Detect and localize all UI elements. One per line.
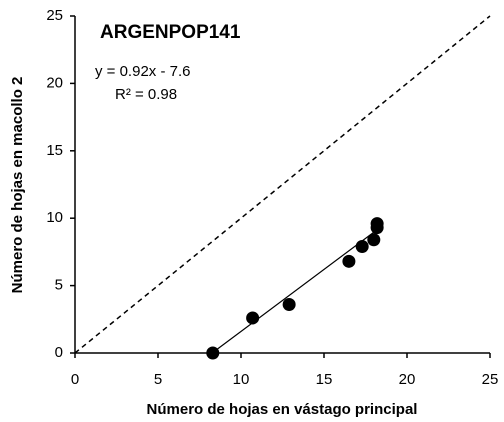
chart-title: ARGENPOP141 — [100, 22, 241, 43]
y-tick-label: 25 — [46, 7, 63, 24]
point — [367, 233, 381, 247]
x-tick-label: 10 — [233, 371, 250, 388]
point — [342, 254, 356, 268]
x-axis-label: Número de hojas en vástago principal — [147, 401, 418, 418]
trend-line — [212, 229, 378, 353]
y-tick-label: 0 — [55, 344, 63, 361]
r-squared: R² = 0.98 — [115, 86, 177, 103]
x-tick-label: 5 — [154, 371, 162, 388]
y-tick-label: 10 — [46, 209, 63, 226]
point — [206, 346, 220, 360]
point — [282, 297, 296, 311]
point — [246, 311, 260, 325]
identity-line — [74, 15, 491, 354]
y-tick-label: 15 — [46, 142, 63, 159]
x-tick-label: 15 — [316, 371, 333, 388]
x-tick-label: 25 — [482, 371, 499, 388]
equation: y = 0.92x - 7.6 — [95, 63, 190, 80]
x-tick-label: 20 — [399, 371, 416, 388]
y-tick-label: 20 — [46, 74, 63, 91]
point — [355, 240, 369, 254]
x-tick-label: 0 — [71, 371, 79, 388]
point — [370, 217, 384, 231]
y-tick-label: 5 — [55, 277, 63, 294]
y-axis-label: Número de hojas en macollo 2 — [9, 77, 26, 294]
